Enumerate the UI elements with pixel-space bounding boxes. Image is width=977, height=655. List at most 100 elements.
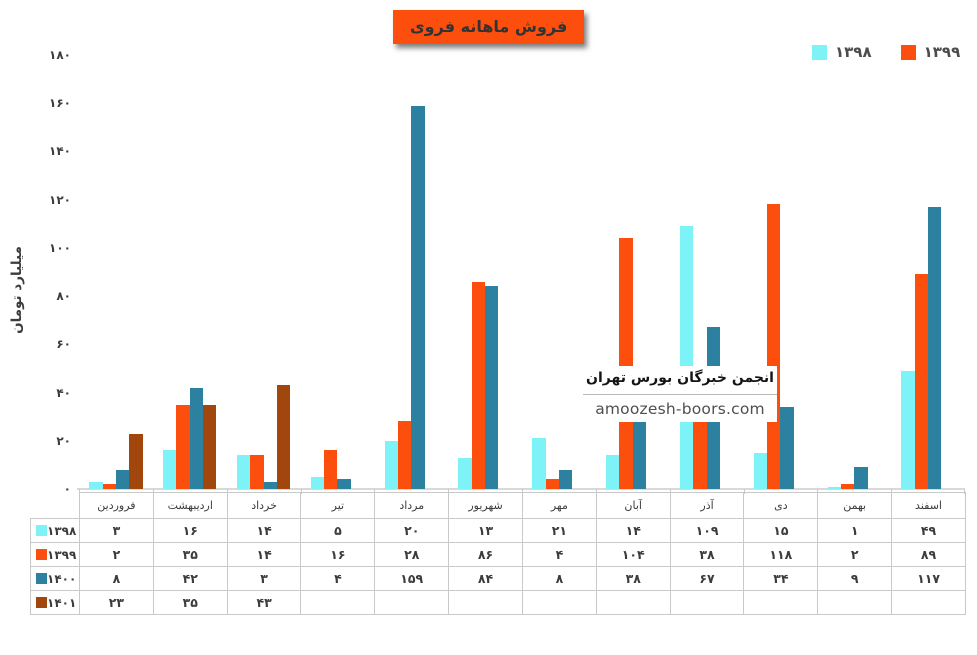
table-cell-1399-m5: ۸۶: [448, 542, 523, 567]
table-cell-1401-m6: [521, 590, 597, 615]
table-cell-1401-m10: [817, 590, 893, 615]
bar-s1398-m7: [606, 455, 620, 489]
series-year-label: ۱۳۹۸: [47, 523, 77, 538]
table-row-header-1400: ۱۴۰۰: [30, 566, 80, 591]
table-cell-1398-m3: ۵: [300, 518, 376, 543]
bar-s1398-m2: [236, 455, 251, 489]
table-cell-1398-m6: ۲۱: [521, 518, 597, 543]
bar-s1401-m1: [203, 405, 217, 489]
bar-slot: [337, 479, 351, 489]
bar-s1400-m1: [189, 388, 204, 489]
table-month-header-m4: مرداد: [374, 492, 450, 519]
y-tick-label: ۰: [63, 482, 71, 496]
y-tick-label: ۱۴۰: [49, 144, 71, 159]
bar-group-m8: [670, 55, 744, 489]
table-cell-1399-m4: ۲۸: [374, 542, 450, 567]
legend-swatch-icon: [812, 45, 827, 60]
series-swatch-icon-1401: [36, 597, 47, 608]
table-month-header-m3: تیر: [300, 492, 376, 519]
bar-slot: [458, 458, 472, 489]
table-row-1401: ۱۴۰۱ ۲۳ ۳۵ ۴۳: [30, 590, 966, 615]
bar-group-m6: [522, 55, 596, 489]
bar-s1398-m4: [384, 441, 398, 489]
bar-slot: [558, 470, 573, 489]
bar-slot: [854, 467, 868, 489]
bar-s1399-m6: [545, 479, 559, 489]
bar-group-m0: [79, 55, 153, 489]
bar-slot: [163, 450, 177, 489]
table-cell-1401-m7: [595, 590, 671, 615]
y-tick-label: ۱۸۰: [49, 48, 71, 62]
table-cell-1399-m1: ۳۵: [152, 542, 228, 567]
series-swatch-icon-1398: [36, 525, 47, 536]
bar-s1400-m0: [115, 470, 130, 489]
chart-title: فروش ماهانه فروی: [393, 10, 585, 44]
y-tick-label: ۶۰: [56, 337, 71, 352]
bar-slot: [384, 441, 398, 489]
table-cell-1399-m8: ۳۸: [669, 542, 745, 567]
table-cell-1400-m2: ۳: [226, 566, 302, 591]
x-axis-tick: [891, 489, 893, 494]
x-axis-tick: [669, 489, 671, 494]
bar-slot: [901, 371, 915, 489]
table-row-1399: ۱۳۹۹ ۲ ۳۵ ۱۴ ۱۶ ۲۸ ۸۶ ۴ ۱۰۴ ۳۸ ۱۱۸ ۲ ۸۹: [30, 542, 966, 567]
bar-slot: [250, 455, 264, 489]
table-cell-1400-m0: ۸: [79, 566, 154, 591]
bar-group-m5: [448, 55, 522, 489]
bar-group-m10: [817, 55, 891, 489]
table-cell-1398-m8: ۱۰۹: [669, 518, 745, 543]
bar-s1398-m11: [901, 371, 915, 489]
bar-slot: [753, 453, 768, 489]
bar-s1399-m10: [840, 484, 855, 489]
series-year-label: ۱۴۰۰: [47, 571, 77, 586]
bar-slot: [203, 405, 217, 489]
bar-s1398-m9: [753, 453, 768, 489]
x-axis-tick: [964, 489, 965, 494]
bar-slot: [102, 484, 116, 489]
table-cell-1399-m11: ۸۹: [891, 542, 966, 567]
series-swatch-icon-1399: [36, 549, 47, 560]
bar-s1400-m5: [485, 286, 499, 489]
x-axis-tick: [743, 489, 745, 494]
bar-slot: [780, 407, 794, 489]
bar-s1399-m7: [619, 238, 633, 489]
y-tick-label: ۸۰: [56, 289, 71, 304]
watermark-divider: [583, 394, 777, 395]
table-month-header-m5: شهریور: [448, 492, 523, 519]
y-tick-label: ۴۰: [56, 385, 71, 400]
table-cell-1399-m3: ۱۶: [300, 542, 376, 567]
table-cell-1400-m1: ۴۲: [152, 566, 228, 591]
bar-s1400-m3: [337, 479, 351, 489]
bar-slot: [840, 484, 855, 489]
x-axis-tick: [374, 489, 376, 494]
bar-s1400-m9: [780, 407, 794, 489]
bar-slot: [89, 482, 103, 489]
bar-slot: [471, 282, 486, 489]
x-axis-tick: [817, 489, 819, 494]
y-tick-label: ۱۲۰: [49, 192, 71, 207]
bar-s1398-m1: [163, 450, 177, 489]
bar-slot: [485, 286, 499, 489]
bar-s1400-m2: [263, 482, 277, 489]
bar-slot: [679, 226, 694, 489]
y-tick-label: ۱۰۰: [49, 240, 71, 255]
bar-slot: [397, 421, 412, 489]
table-cell-1399-m2: ۱۴: [226, 542, 302, 567]
table-cell-1399-m6: ۴: [521, 542, 597, 567]
table-cell-1401-m9: [743, 590, 819, 615]
table-month-header-m10: بهمن: [817, 492, 893, 519]
table-cell-1399-m7: ۱۰۴: [595, 542, 671, 567]
bar-s1398-m5: [458, 458, 472, 489]
bar-s1399-m0: [102, 484, 116, 489]
bar-slot: [310, 477, 325, 489]
table-cell-1398-m2: ۱۴: [226, 518, 302, 543]
table-cell-1398-m4: ۲۰: [374, 518, 450, 543]
x-axis-line: [77, 488, 965, 490]
table-row-1398: ۱۳۹۸ ۳ ۱۶ ۱۴ ۵ ۲۰ ۱۳ ۲۱ ۱۴ ۱۰۹ ۱۵ ۱ ۴۹: [30, 518, 966, 543]
series-year-label: ۱۳۹۹: [47, 547, 77, 562]
table-cell-1398-m7: ۱۴: [595, 518, 671, 543]
bar-s1398-m3: [310, 477, 325, 489]
table-row-header-inner: ۱۳۹۹: [36, 547, 77, 562]
bar-slot: [606, 455, 620, 489]
